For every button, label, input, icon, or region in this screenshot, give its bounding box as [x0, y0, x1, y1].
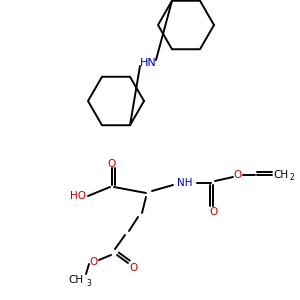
- Text: O: O: [234, 170, 242, 180]
- Text: HN: HN: [140, 58, 156, 68]
- Text: CH: CH: [68, 275, 84, 285]
- Text: O: O: [209, 207, 217, 217]
- Text: HO: HO: [70, 191, 86, 201]
- Text: O: O: [129, 263, 137, 273]
- Text: O: O: [108, 159, 116, 169]
- Text: CH: CH: [273, 170, 288, 180]
- Text: 2: 2: [289, 173, 294, 182]
- Text: 3: 3: [86, 278, 91, 287]
- Text: O: O: [90, 257, 98, 267]
- Text: NH: NH: [177, 178, 193, 188]
